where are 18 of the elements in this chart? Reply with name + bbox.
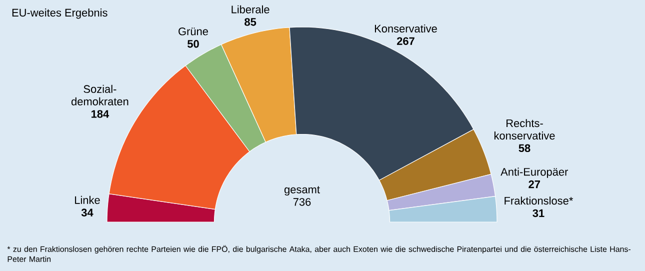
data-label: 184: [92, 110, 110, 118]
data-label: 31: [532, 209, 544, 218]
data-label: 85: [244, 18, 256, 26]
data-label: 50: [187, 40, 199, 48]
slice-label: Grüne: [178, 28, 208, 36]
data-label: 34: [81, 208, 94, 216]
slice-label: Anti-Europäer: [500, 168, 568, 178]
slice-label: Fraktionslose*: [504, 196, 574, 205]
data-label: 267: [396, 37, 414, 45]
slice-label: Linke: [75, 196, 100, 204]
slice-label: Liberale: [232, 5, 270, 14]
data-label: 58: [518, 144, 530, 152]
slice-label: Rechts-konservative: [494, 119, 555, 140]
data-label: 27: [528, 180, 540, 188]
chart-title: EU-weites Ergebnis: [12, 8, 108, 19]
slice-label: Sozial-demokraten: [71, 84, 128, 106]
text: gesamt 736: [284, 186, 320, 206]
slice-label: Konservative: [374, 24, 437, 33]
